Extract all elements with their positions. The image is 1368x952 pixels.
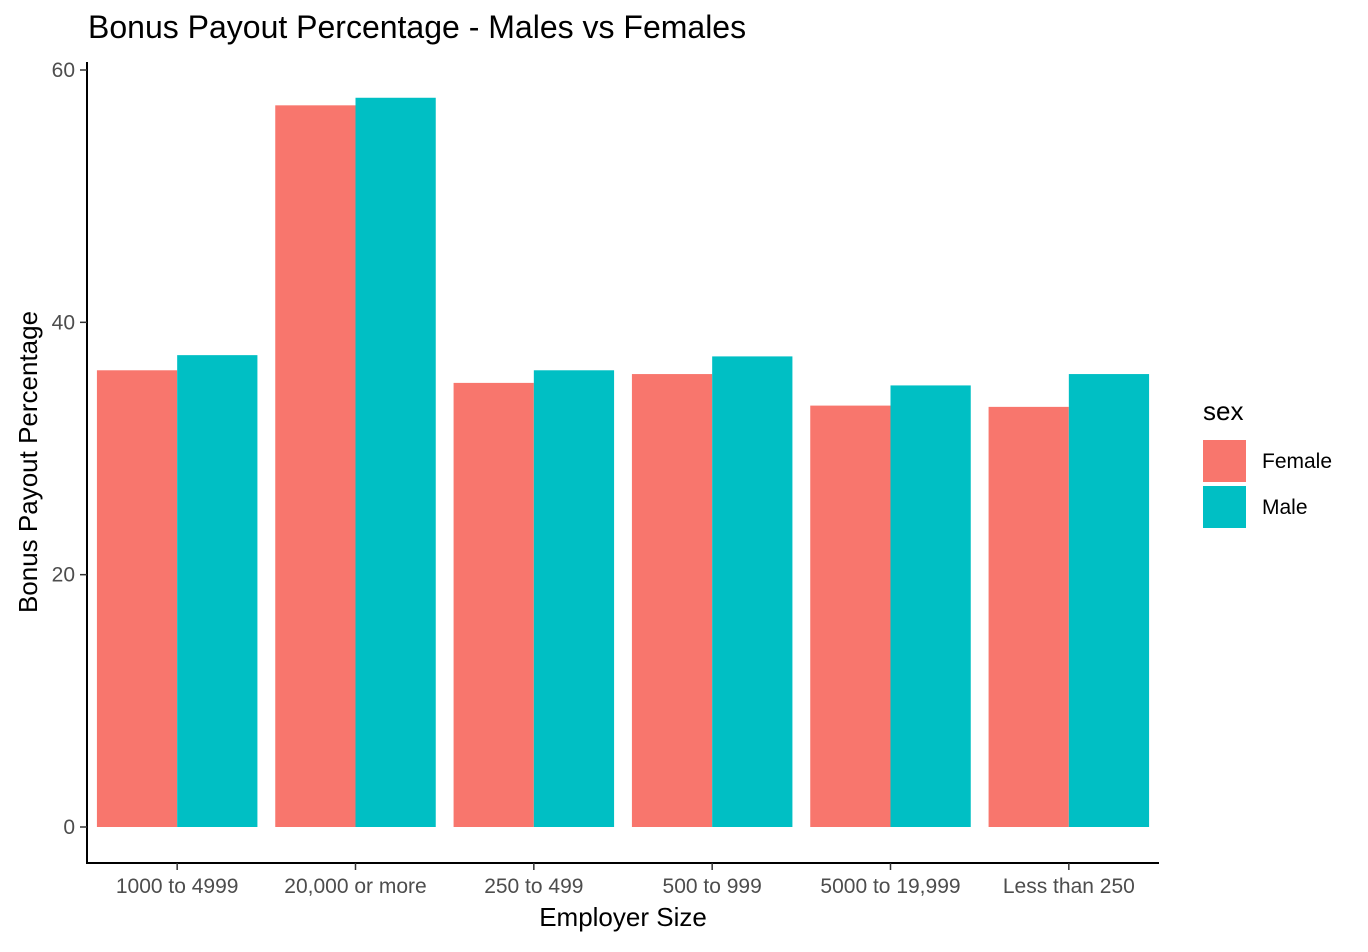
x-tick-label: Less than 250: [1003, 875, 1135, 898]
x-tick-label: 250 to 499: [484, 875, 583, 898]
y-tick-label: 20: [52, 564, 75, 587]
bar-male-5: [890, 385, 971, 827]
x-tick-label: 1000 to 4999: [116, 875, 239, 898]
x-tick-label: 20,000 or more: [284, 875, 426, 898]
bar-female-5: [810, 405, 891, 827]
legend-label-male: Male: [1262, 496, 1308, 519]
y-tick-label: 60: [52, 59, 75, 82]
bar-female-3: [453, 382, 534, 827]
legend-key-female: [1203, 440, 1246, 482]
y-axis-title: Bonus Payout Percentage: [13, 311, 43, 613]
legend-key-male: [1203, 486, 1246, 528]
y-tick-label: 40: [52, 311, 75, 334]
bar-male-2: [355, 97, 436, 827]
x-axis-ticks: 1000 to 4999 20,000 or more 250 to 499 500 …: [116, 863, 1135, 898]
y-tick-label: 0: [63, 816, 75, 839]
bar-female-1: [96, 370, 178, 827]
x-tick-label: 500 to 999: [663, 875, 762, 898]
bar-female-4: [631, 374, 713, 827]
x-axis-title: Employer Size: [539, 902, 707, 932]
legend-label-female: Female: [1262, 450, 1332, 473]
bars-group: [96, 97, 1150, 827]
bar-female-2: [275, 105, 356, 827]
bar-male-3: [533, 370, 615, 827]
bar-female-6: [988, 406, 1069, 827]
x-tick-label: 5000 to 19,999: [820, 875, 960, 898]
bar-male-4: [712, 356, 793, 827]
bar-male-6: [1068, 374, 1150, 827]
chart-title: Bonus Payout Percentage - Males vs Femal…: [88, 9, 746, 45]
legend: sex Female Male: [1203, 396, 1332, 528]
y-axis-ticks: 0 20 40 60: [52, 59, 87, 839]
bar-male-1: [177, 355, 258, 827]
legend-title: sex: [1203, 396, 1243, 426]
